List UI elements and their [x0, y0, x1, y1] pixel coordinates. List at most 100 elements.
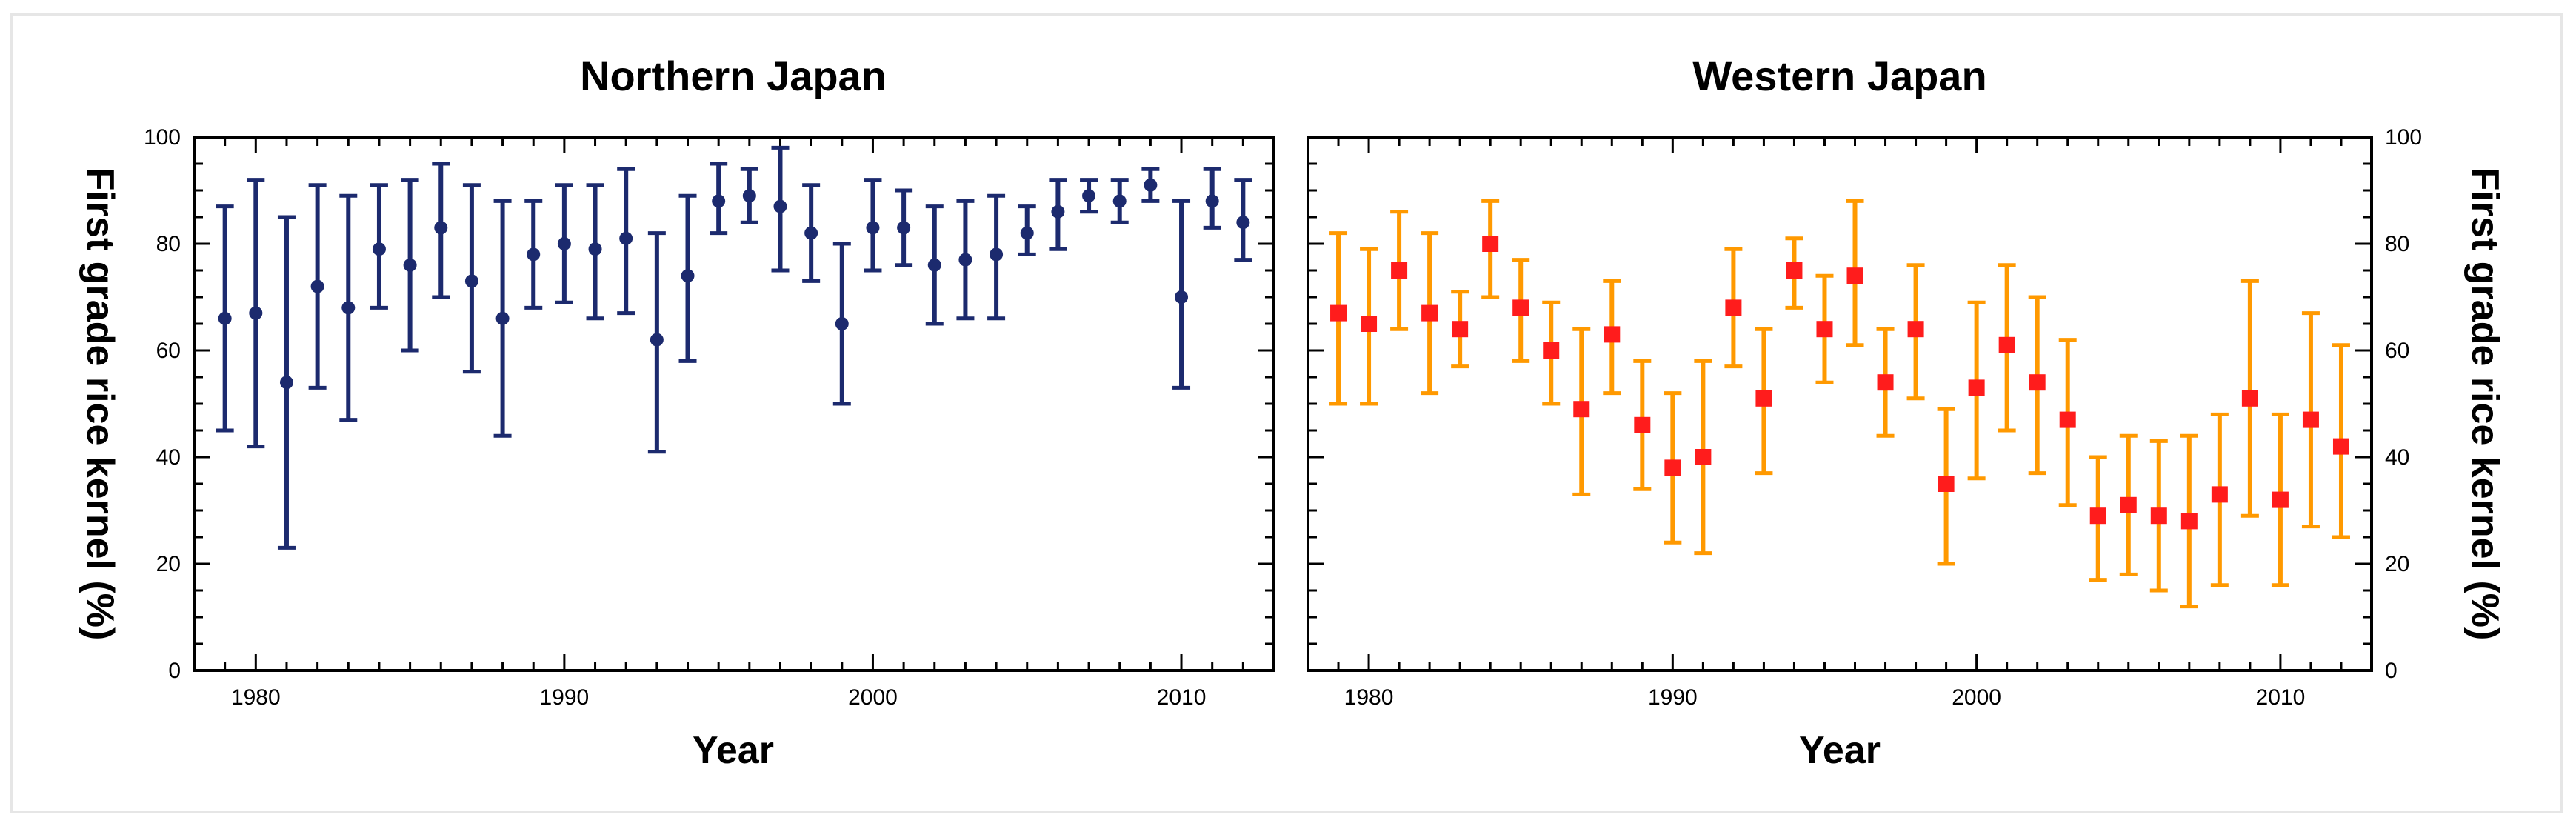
y-axis-label: First grade rice kernel (%): [2463, 167, 2506, 641]
data-point: [1816, 321, 1833, 338]
chart-title: Northern Japan: [580, 53, 887, 99]
data-point: [464, 274, 478, 288]
y-tick-label: 20: [156, 552, 181, 576]
data-point: [2332, 438, 2349, 455]
panel-northern-japan: Northern Japan 0 20 40 60 80 100 1980 1990 2000 2…: [79, 53, 1275, 772]
data-point: [773, 199, 787, 213]
data-point: [2180, 513, 2198, 530]
data-point: [1786, 262, 1803, 279]
data-point: [1968, 379, 1985, 396]
data-point: [1144, 178, 1158, 192]
y-tick-label: 20: [2385, 552, 2409, 576]
x-tick-label: 2000: [1952, 685, 2001, 710]
data-point: [1543, 342, 1560, 359]
data-point: [958, 253, 972, 267]
y-tick-label: 100: [2385, 125, 2422, 150]
data-point: [1634, 416, 1651, 433]
data-point: [1907, 321, 1924, 338]
x-tick-label: 1990: [1648, 685, 1698, 710]
figure-frame: [10, 13, 2563, 813]
data-point: [1482, 236, 1499, 252]
data-point: [372, 242, 386, 256]
data-point: [2059, 411, 2076, 428]
data-point: [310, 279, 324, 293]
data-point: [2150, 507, 2167, 525]
data-point: [742, 189, 756, 203]
data-point: [866, 221, 880, 235]
data-point: [1330, 304, 1347, 322]
data-point: [1452, 321, 1469, 338]
x-tick-label: 2000: [848, 685, 898, 710]
y-tick-label: 0: [168, 659, 181, 683]
y-tick-label: 100: [144, 125, 181, 150]
data-point: [1175, 290, 1189, 304]
data-point: [434, 221, 448, 235]
x-tick-label: 2010: [2256, 685, 2306, 710]
data-point: [1877, 374, 1894, 391]
data-point: [249, 306, 263, 320]
data-point: [2120, 496, 2137, 513]
plot-frame: [1307, 136, 2373, 672]
data-point: [527, 247, 541, 262]
data-point: [218, 311, 232, 325]
data-point: [1755, 390, 1772, 407]
x-tick-label: 1980: [1344, 685, 1394, 710]
x-tick-label: 1980: [231, 685, 281, 710]
y-tick-label: 0: [2385, 659, 2398, 683]
data-point: [1020, 226, 1034, 240]
y-tick-label: 40: [2385, 445, 2409, 470]
data-point: [588, 242, 602, 256]
data-point: [1695, 449, 1712, 465]
data-point: [650, 333, 664, 347]
data-point: [2089, 507, 2106, 525]
data-point: [927, 258, 941, 272]
data-point: [619, 231, 633, 245]
y-tick-label: 60: [2385, 339, 2409, 363]
data-point: [2241, 390, 2258, 407]
axis-ticks: 0 20 40 60 80 100 1980 1990 2000 2010: [144, 125, 1275, 710]
data-marks: [1329, 199, 2350, 609]
data-marks: [216, 145, 1252, 550]
data-point: [897, 221, 911, 235]
data-point: [804, 226, 818, 240]
data-point: [495, 311, 510, 325]
data-point: [835, 317, 849, 330]
data-point: [2272, 491, 2289, 508]
data-point: [2211, 486, 2228, 503]
y-tick-label: 80: [2385, 232, 2409, 256]
x-tick-label: 2010: [1157, 685, 1207, 710]
data-point: [1938, 476, 1955, 492]
data-point: [2302, 411, 2319, 428]
x-axis-label: Year: [1799, 729, 1881, 772]
data-point: [1082, 189, 1096, 203]
data-point: [1236, 216, 1250, 230]
y-tick-label: 80: [156, 232, 181, 256]
data-point: [341, 301, 356, 315]
data-point: [2029, 374, 2046, 391]
data-point: [1112, 194, 1127, 208]
data-point: [403, 258, 417, 272]
data-point: [1361, 316, 1378, 332]
plot-frame: [193, 136, 1275, 672]
data-point: [1998, 336, 2015, 353]
data-point: [990, 247, 1004, 262]
data-point: [279, 376, 293, 390]
data-point: [1725, 299, 1742, 316]
y-tick-label: 40: [156, 445, 181, 470]
data-point: [1604, 326, 1621, 343]
data-point: [681, 269, 695, 283]
y-axis-label: First grade rice kernel (%): [79, 167, 121, 641]
x-axis-label: Year: [693, 729, 774, 772]
data-point: [1421, 304, 1438, 322]
axis-ticks: 0 20 40 60 80 100 1980 1990 2000 2010: [1307, 125, 2422, 710]
data-point: [1051, 204, 1065, 219]
y-tick-label: 60: [156, 339, 181, 363]
chart-title: Western Japan: [1692, 53, 1986, 99]
data-point: [1205, 194, 1219, 208]
data-point: [1573, 401, 1590, 418]
data-point: [1391, 262, 1408, 279]
data-point: [1846, 267, 1863, 284]
data-point: [557, 237, 571, 250]
